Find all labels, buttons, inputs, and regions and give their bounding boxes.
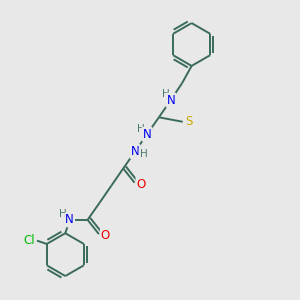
Text: N: N — [143, 128, 152, 141]
Text: S: S — [185, 115, 193, 128]
Text: H: H — [140, 149, 147, 159]
Text: H: H — [59, 209, 67, 220]
Text: N: N — [131, 145, 140, 158]
Text: H: H — [136, 124, 144, 134]
Text: Cl: Cl — [23, 234, 35, 247]
Text: O: O — [136, 178, 146, 191]
Text: N: N — [65, 213, 74, 226]
Text: O: O — [101, 229, 110, 242]
Text: H: H — [162, 88, 169, 98]
Text: N: N — [167, 94, 175, 106]
